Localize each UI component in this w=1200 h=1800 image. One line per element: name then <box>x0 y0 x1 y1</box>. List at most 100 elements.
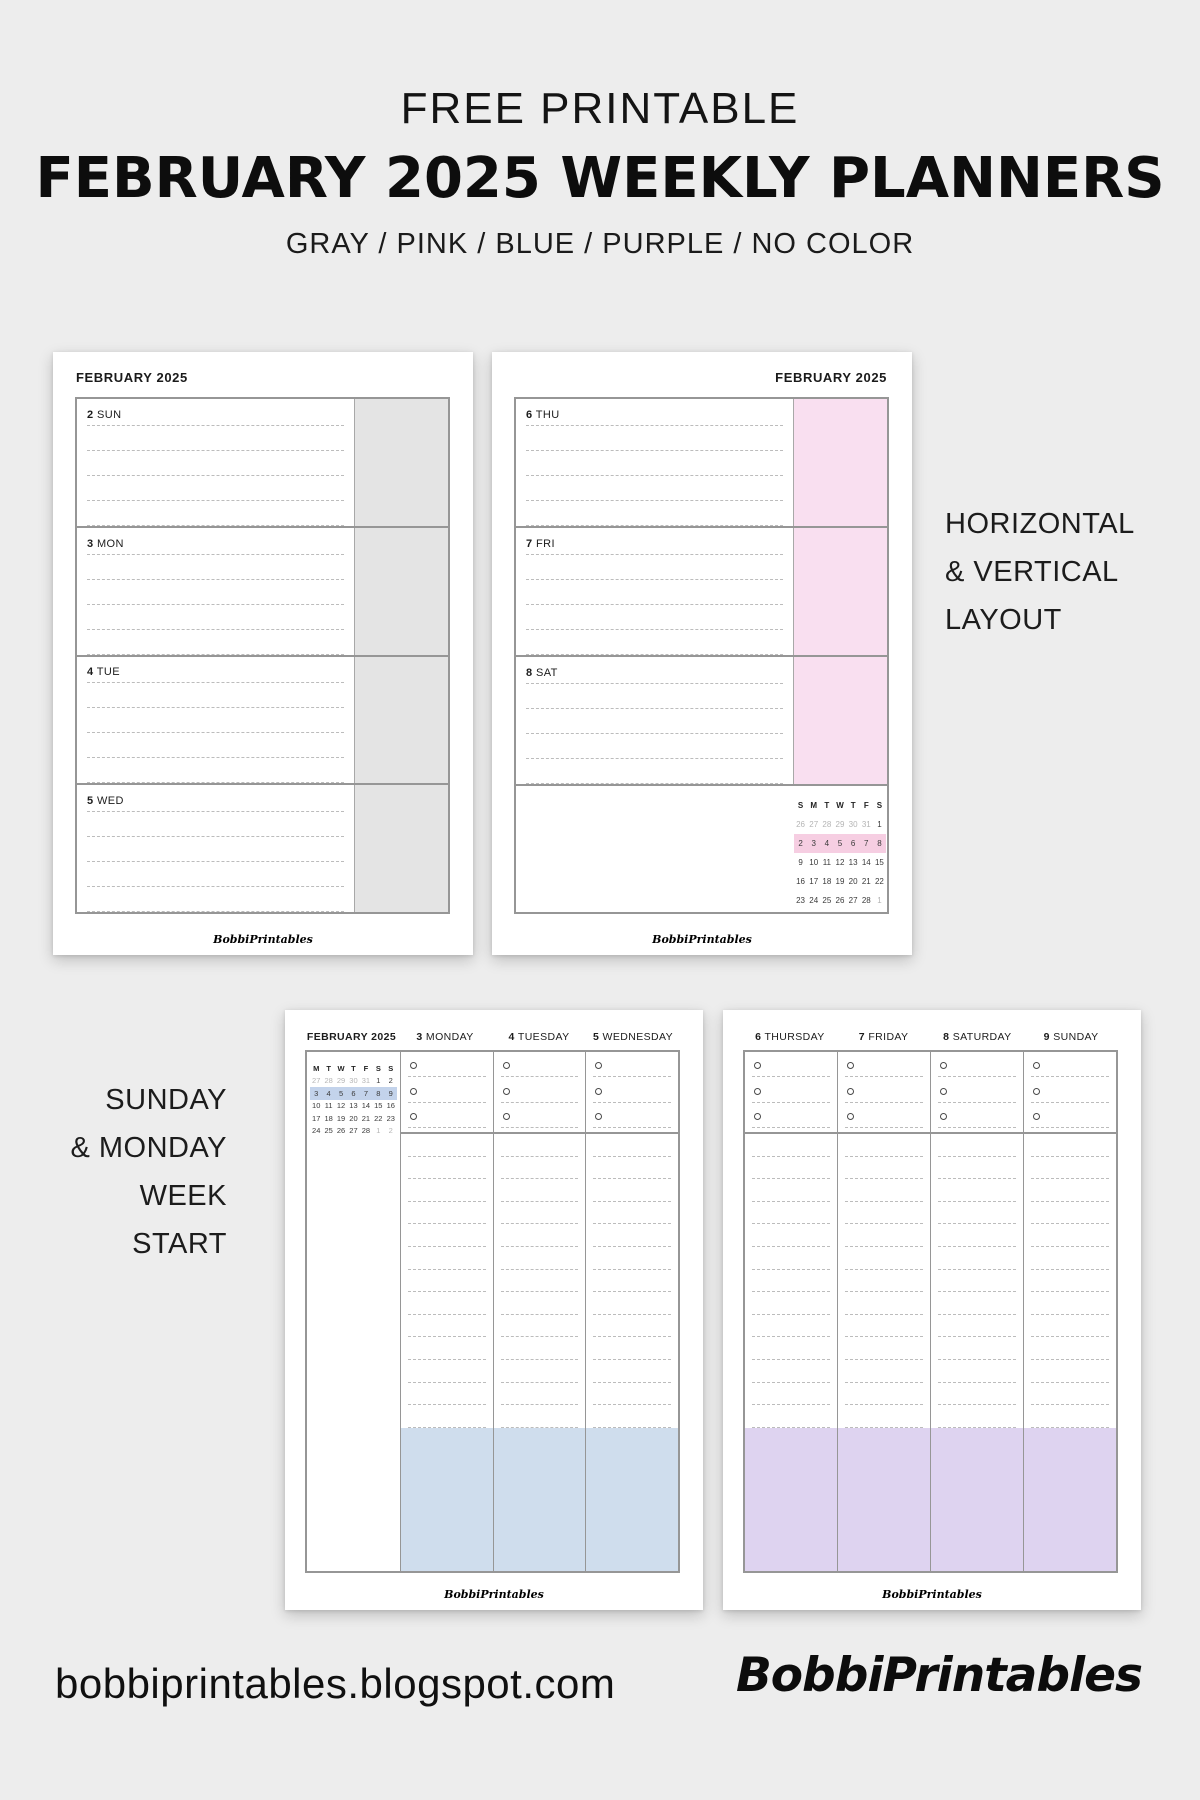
writing-line <box>752 1383 830 1406</box>
writing-line <box>500 1337 579 1361</box>
writing-line <box>408 1224 486 1248</box>
blog-url-link[interactable]: bobbiprintables.blogspot.com <box>55 1660 616 1707</box>
writing-line <box>408 1337 486 1361</box>
day-number: 9 <box>1043 1031 1050 1043</box>
writing-line <box>845 1202 923 1225</box>
mini-calendar-day: 28 <box>861 896 871 905</box>
day-number: 5 <box>592 1031 600 1043</box>
writing-line <box>845 1337 923 1361</box>
mini-calendar-day: 16 <box>386 1101 395 1111</box>
accent-block <box>354 527 448 655</box>
mini-calendar-day: 26 <box>835 896 845 905</box>
bullet-line <box>938 1052 1016 1078</box>
writing-line <box>87 501 344 526</box>
accent-block <box>493 1428 586 1571</box>
weekday-letter: S <box>375 1063 381 1073</box>
bullet-line <box>845 1103 923 1128</box>
writing-line: 3 MON <box>87 530 344 555</box>
bullet-line <box>500 1077 579 1103</box>
mini-calendar-week: 27 28 29 30 31 1 2 <box>310 1075 397 1088</box>
accent-block <box>838 1428 930 1571</box>
mini-calendar-day: 14 <box>861 858 871 867</box>
writing-line <box>752 1224 830 1248</box>
day-label: 2 SUN <box>87 408 122 421</box>
writing-line <box>752 1157 830 1180</box>
mini-calendar-day: 1 <box>877 820 882 829</box>
bullet-line <box>408 1077 486 1103</box>
bullet-line <box>408 1052 486 1078</box>
planner-grid: 2 SUN 3 MON 4 TUE 5 WED <box>75 397 450 914</box>
bullet-circle-icon <box>595 1087 603 1095</box>
mini-calendar-week: 10 11 12 13 14 15 16 <box>310 1100 397 1113</box>
mini-calendar-day: 17 <box>312 1113 321 1123</box>
writing-line <box>408 1247 486 1270</box>
writing-line <box>938 1247 1016 1270</box>
writing-line <box>87 812 344 838</box>
weekday-letter: T <box>824 801 830 810</box>
mini-calendar-day: 7 <box>363 1088 368 1098</box>
writing-line <box>938 1134 1016 1157</box>
bullet-line <box>1031 1077 1109 1103</box>
day-notes-cell: 6 THU <box>516 399 793 526</box>
writing-line <box>87 630 344 655</box>
writing-line <box>938 1157 1016 1180</box>
weekday-letter: T <box>326 1063 331 1073</box>
mini-calendar-day: 29 <box>336 1076 346 1086</box>
writing-line <box>938 1405 1016 1428</box>
mini-calendar-day: 11 <box>822 858 831 867</box>
day-number: 4 <box>87 666 94 679</box>
bullet-circle-icon <box>754 1062 761 1070</box>
day-number: 8 <box>943 1031 950 1043</box>
day-column-header: 4 TUESDAY <box>508 1031 570 1043</box>
writing-line: 4 TUE <box>87 659 344 684</box>
bullet-circle-icon <box>502 1087 510 1095</box>
writing-line <box>752 1405 830 1428</box>
accent-block <box>745 1428 837 1571</box>
writing-line <box>938 1270 1016 1293</box>
day-label: 4 TUE <box>87 666 120 679</box>
day-label: 5 WED <box>87 795 124 808</box>
writing-line <box>845 1292 923 1315</box>
day-column-header: 7 FRIDAY <box>858 1031 909 1043</box>
writing-line <box>408 1315 486 1338</box>
mini-calendar-day: 6 <box>351 1088 356 1098</box>
bullet-circle-icon <box>410 1087 417 1095</box>
writing-line <box>752 1247 830 1270</box>
bullet-rows <box>401 1052 493 1134</box>
day-notes-cell: 2 SUN <box>77 399 354 526</box>
day-column-header: 3 MONDAY <box>416 1031 474 1043</box>
day-column-header: 8 SATURDAY <box>943 1031 1012 1043</box>
accent-block <box>793 399 887 526</box>
mini-calendar-day: 28 <box>361 1126 371 1136</box>
bullet-line <box>593 1077 672 1103</box>
day-number: 8 <box>526 667 533 679</box>
mini-calendar: S M T W T F S 26 27 28 29 30 31 1 2 3 4 5 6 7 8 9 10 11 12 13 14 15… <box>794 796 886 910</box>
writing-lines <box>494 1134 586 1428</box>
writing-line <box>845 1179 923 1202</box>
mini-calendar-day: 7 <box>864 839 869 848</box>
mini-calendar-day: 4 <box>326 1088 331 1098</box>
writing-lines <box>586 1134 678 1428</box>
weekday-letter: W <box>337 1063 345 1073</box>
writing-line <box>938 1383 1016 1406</box>
writing-line <box>87 862 344 888</box>
bullet-circle-icon <box>754 1112 761 1120</box>
mini-calendar-day: 22 <box>874 877 884 886</box>
writing-line <box>593 1315 672 1338</box>
writing-lines <box>931 1134 1023 1428</box>
planner-grid <box>743 1050 1118 1573</box>
mini-calendar-day: 10 <box>809 858 819 867</box>
mini-calendar-day: 25 <box>822 896 832 905</box>
weekday-letter: W <box>836 801 844 810</box>
mini-calendar-day: 10 <box>312 1101 321 1111</box>
color-options-subtitle: GRAY / PINK / BLUE / PURPLE / NO COLOR <box>285 228 915 260</box>
notes-section: S M T W T F S 26 27 28 29 30 31 1 2 3 4 5 6 7 8 9 10 11 12 13 14 15… <box>516 784 887 912</box>
mini-calendar-day: 28 <box>324 1076 333 1086</box>
weekday-letter: M <box>313 1063 320 1073</box>
planner-month-title: FEBRUARY 2025 <box>76 370 188 385</box>
bullet-circle-icon <box>847 1062 854 1070</box>
bullet-circle-icon <box>940 1087 947 1095</box>
brand-watermark: BobbiPrintables <box>213 933 313 946</box>
planner-month-title: FEBRUARY 2025 <box>775 370 887 385</box>
